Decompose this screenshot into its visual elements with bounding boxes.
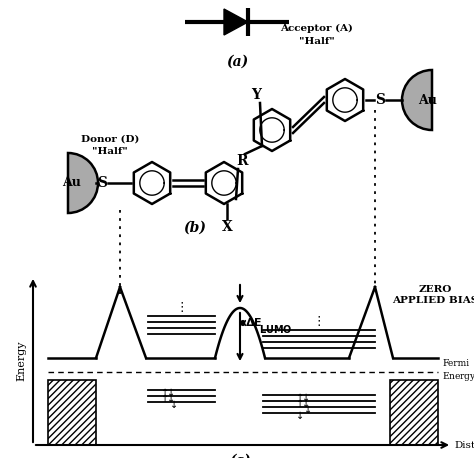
Text: (a): (a) — [226, 55, 248, 69]
Bar — [48, 380, 96, 445]
Text: Acceptor (A)
"Half": Acceptor (A) "Half" — [281, 24, 354, 46]
Text: X: X — [222, 220, 232, 234]
Text: ↑: ↑ — [296, 393, 304, 403]
Text: S: S — [375, 93, 385, 107]
Text: ↑: ↑ — [296, 399, 304, 409]
Text: ↑: ↑ — [161, 388, 169, 398]
Text: ↓: ↓ — [302, 393, 310, 403]
Text: $\mathbf{LUMO}$: $\mathbf{LUMO}$ — [259, 323, 292, 335]
Text: R: R — [236, 154, 248, 168]
Text: ↓: ↓ — [167, 388, 175, 398]
Text: Donor (D)
"Half": Donor (D) "Half" — [81, 134, 139, 156]
Text: ↑: ↑ — [161, 394, 169, 404]
Text: ⋮: ⋮ — [313, 316, 325, 328]
Text: Distance: Distance — [454, 441, 474, 449]
Text: ZERO
APPLIED BIAS: ZERO APPLIED BIAS — [392, 284, 474, 305]
Text: ↓: ↓ — [296, 411, 304, 421]
Text: S: S — [97, 176, 107, 190]
Wedge shape — [402, 70, 432, 130]
Text: ↓: ↓ — [304, 405, 312, 415]
Text: ↓: ↓ — [167, 394, 175, 404]
Polygon shape — [224, 9, 248, 35]
Text: (b): (b) — [183, 221, 207, 235]
Bar — [390, 380, 438, 445]
Text: Y: Y — [251, 88, 261, 102]
Text: (c): (c) — [229, 454, 251, 458]
Text: ↓: ↓ — [302, 399, 310, 409]
Text: Au: Au — [63, 176, 82, 190]
Text: $\mathbf{\Delta E}$: $\mathbf{\Delta E}$ — [245, 316, 263, 328]
Text: Energy: Energy — [16, 341, 26, 381]
Wedge shape — [68, 153, 98, 213]
Text: Fermi
Energy, $E_F$: Fermi Energy, $E_F$ — [442, 359, 474, 383]
Text: ↓: ↓ — [170, 400, 178, 410]
Text: ⋮: ⋮ — [175, 300, 188, 313]
Text: Au: Au — [419, 93, 438, 107]
